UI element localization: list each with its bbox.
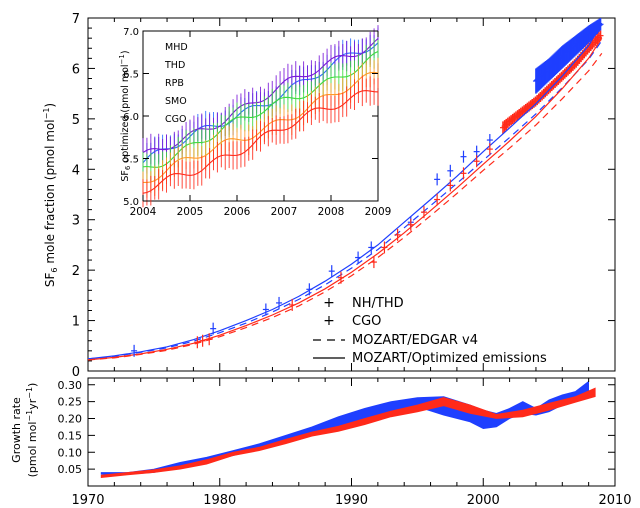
inset-legend: MHD THD RPB SMO CGO <box>164 42 188 125</box>
inset-x-tick-label: 2007 <box>271 206 298 218</box>
cgo-observation-point <box>289 298 296 311</box>
nh-observation-point <box>210 322 217 335</box>
nh-observation-point <box>460 150 467 163</box>
inset-legend-rpb: RPB <box>165 78 184 89</box>
inset-x-ticks: 2004 2005 2006 2007 2008 2009 <box>130 31 392 218</box>
inset-x-tick-label: 2005 <box>177 206 204 218</box>
legend-label-nh-thd: NH/THD <box>352 296 404 311</box>
cgo-observation-point <box>486 143 493 156</box>
main-y-tick-label: 2 <box>72 264 80 279</box>
growth-panel: 0.05 0.10 0.15 0.20 0.25 0.30 1970 1980 1990 200… <box>10 377 632 508</box>
inset-legend-smo: SMO <box>165 96 187 107</box>
main-y-tick-label: 3 <box>72 214 80 229</box>
cgo-observation-point <box>370 256 377 269</box>
series-line-nh_opt <box>87 22 603 360</box>
inset-legend-thd: THD <box>164 60 185 71</box>
legend-item-mozart-edgar: MOZART/EDGAR v4 <box>313 333 478 348</box>
legend-item-mozart-optimized: MOZART/Optimized emissions <box>313 351 547 366</box>
growth-y-tick-label: 0.25 <box>58 396 83 409</box>
inset-x-tick-label: 2008 <box>318 206 345 218</box>
growth-y-tick-label: 0.05 <box>58 463 83 476</box>
inset-legend-mhd: MHD <box>165 42 188 53</box>
main-y-tick-label: 7 <box>72 12 80 27</box>
series-line-cgo_opt <box>87 37 603 361</box>
growth-bands <box>100 380 596 479</box>
nh-observation-point <box>434 173 441 186</box>
growth-x-tick-label: 2010 <box>598 493 631 508</box>
cgo-observation-point <box>447 179 454 192</box>
main-y-tick-label: 6 <box>72 62 80 77</box>
legend-label-mozart-optimized: MOZART/Optimized emissions <box>352 351 547 366</box>
nh-observation-point <box>131 344 138 357</box>
cgo-observation-point <box>407 218 414 231</box>
inset-y-ticks: 5.0 5.5 6.0 6.5 7.0 <box>123 27 378 208</box>
inset-y-tick-label: 7.0 <box>123 27 139 38</box>
inset-y-tick-label: 5.0 <box>123 197 139 208</box>
cgo-observation-point <box>434 193 441 206</box>
nh-observation-point <box>262 303 269 316</box>
inset-y-tick-label: 6.5 <box>123 70 139 81</box>
cgo-observation-point <box>420 206 427 219</box>
legend-marker-cgo: + <box>323 313 335 329</box>
cgo-observation-point <box>381 241 388 254</box>
nh-observation-point <box>306 283 313 296</box>
inset-series-line-cgo <box>142 90 379 194</box>
main-y-tick-label: 0 <box>72 365 80 380</box>
main-y-axis-label: SF6 mole fraction (pmol mol−1) <box>42 103 59 287</box>
growth-y-tick-label: 0.10 <box>58 446 83 459</box>
inset-x-tick-label: 2009 <box>365 206 392 218</box>
nh-observation-point <box>276 296 283 309</box>
growth-y-tick-label: 0.15 <box>58 429 83 442</box>
growth-y-axis-label-line2: (pmol mol−1yr−1) <box>25 383 39 478</box>
growth-y-tick-label: 0.30 <box>58 379 83 392</box>
cgo-observation-point <box>206 333 213 346</box>
nh-observation-point <box>447 164 454 177</box>
legend-item-cgo: + CGO <box>323 313 381 329</box>
main-observation-markers <box>131 134 493 357</box>
inset-x-tick-label: 2006 <box>224 206 251 218</box>
legend-item-nh-thd: + NH/THD <box>323 295 403 311</box>
inset-x-tick-label: 2004 <box>130 206 157 218</box>
growth-y-tick-label: 0.20 <box>58 413 83 426</box>
growth-x-tick-label: 1970 <box>71 493 104 508</box>
growth-x-tick-label: 2000 <box>467 493 500 508</box>
legend-marker-nh-thd: + <box>323 295 335 311</box>
main-y-tick-label: 5 <box>72 113 80 128</box>
cgo-observation-point <box>199 334 206 347</box>
series-line-nh_edgar <box>87 40 603 360</box>
nh-observation-point <box>355 251 362 264</box>
cgo-observation-point <box>460 167 467 180</box>
inset-panel: 5.0 5.5 6.0 6.5 7.0 2004 2005 2006 2007 2008 2009… <box>118 25 391 218</box>
growth-x-tick-label: 1990 <box>335 493 368 508</box>
growth-x-ticks: 1970 1980 1990 2000 2010 <box>71 378 632 508</box>
inset-y-tick-label: 6.0 <box>123 112 139 123</box>
cgo-observation-point <box>394 228 401 241</box>
series-line-cgo_edgar <box>87 52 603 361</box>
growth-y-ticks: 0.05 0.10 0.15 0.20 0.25 0.30 <box>58 379 615 476</box>
growth-x-tick-label: 1980 <box>203 493 236 508</box>
main-y-ticks: 0 1 2 3 4 5 6 7 <box>72 12 615 380</box>
inset-legend-cgo: CGO <box>165 114 186 125</box>
cgo-observation-point <box>473 155 480 168</box>
legend-label-cgo: CGO <box>352 314 381 329</box>
nh-observation-point <box>328 265 335 278</box>
cgo-observation-point <box>337 271 344 284</box>
growth-band-cgo <box>100 387 596 479</box>
main-observation-bands <box>500 18 604 134</box>
main-y-tick-label: 1 <box>72 315 80 330</box>
inset-y-tick-label: 5.5 <box>123 155 139 166</box>
legend-label-mozart-edgar: MOZART/EDGAR v4 <box>352 333 478 348</box>
growth-y-axis-label-line1: Growth rate <box>10 397 23 463</box>
main-x-ticks <box>87 18 616 371</box>
main-model-lines <box>87 22 603 361</box>
cgo-observation-point <box>194 336 201 349</box>
inset-y-axis-label: SF6 optimized (pmol mol−1) <box>118 50 132 181</box>
main-y-tick-label: 4 <box>72 163 80 178</box>
main-legend: + NH/THD + CGO MOZART/EDGAR v4 MOZART/Op… <box>313 295 547 366</box>
nh-observation-point <box>368 241 375 254</box>
